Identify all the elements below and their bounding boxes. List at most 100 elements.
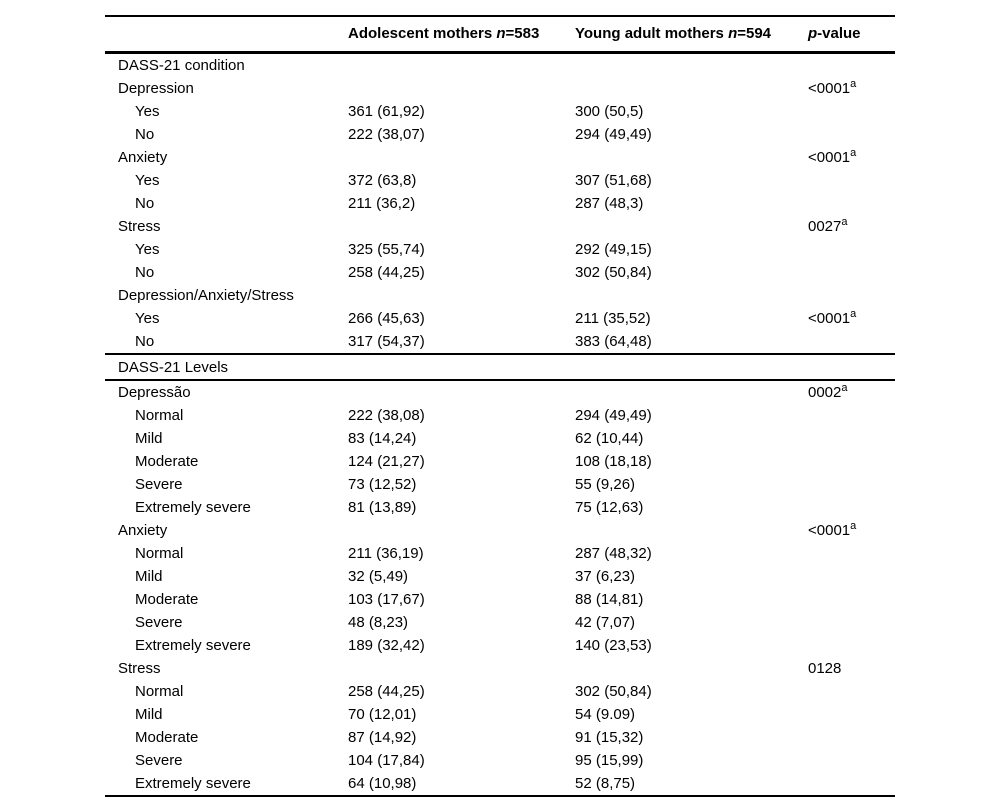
header-young-n-italic: n (728, 25, 738, 42)
table-row: Depressão 0002a (105, 380, 895, 404)
cell-p-value (808, 450, 895, 473)
cell-young-adult-mothers: 95 (15,99) (575, 752, 644, 769)
p-value-superscript: a (841, 216, 848, 228)
cell-adolescent-mothers: 222 (38,07) (348, 126, 425, 143)
cell-young-adult-mothers: 91 (15,32) (575, 729, 644, 746)
cell-young-adult-mothers: 75 (12,63) (575, 499, 644, 516)
table-row: DASS-21 Levels (105, 354, 895, 380)
cell-young-adult-mothers: 211 (35,52) (575, 310, 651, 327)
cell-young-adult-mothers (575, 657, 808, 680)
category-label: Stress (118, 218, 161, 235)
header-adolescent-n-italic: n (496, 25, 506, 42)
cell-p-value (808, 169, 895, 192)
dass21-comparison-table: Adolescent mothers n=583 Young adult mot… (105, 15, 895, 797)
cell-young-adult-mothers: 108 (18,18) (575, 453, 652, 470)
cell-adolescent-mothers: 87 (14,92) (348, 729, 417, 746)
table-row: Yes 372 (63,8) 307 (51,68) (105, 169, 895, 192)
table-row: Depression <0001a (105, 77, 895, 100)
cell-p-value: 0002a (808, 380, 895, 404)
cell-adolescent-mothers: 189 (32,42) (348, 637, 425, 654)
cell-adolescent-mothers: 258 (44,25) (348, 264, 425, 281)
cell-p-value (808, 634, 895, 657)
header-young-adult-mothers: Young adult mothers n=594 (575, 16, 808, 53)
cell-p-value: <0001a (808, 146, 895, 169)
table-row: No 317 (54,37) 383 (64,48) (105, 330, 895, 354)
table-row: Stress 0128 (105, 657, 895, 680)
cell-adolescent-mothers: 372 (63,8) (348, 172, 417, 189)
cell-young-adult-mothers: 55 (9,26) (575, 476, 636, 493)
table-row: No 222 (38,07) 294 (49,49) (105, 123, 895, 146)
row-label: Moderate (135, 453, 199, 470)
cell-adolescent-mothers: 361 (61,92) (348, 103, 425, 120)
cell-p-value (808, 565, 895, 588)
cell-p-value: <0001a (808, 77, 895, 100)
cell-adolescent-mothers: 32 (5,49) (348, 568, 409, 585)
cell-p-value (808, 123, 895, 146)
table-row: Yes 266 (45,63) 211 (35,52) <0001a (105, 307, 895, 330)
header-p-value: p-value (808, 16, 895, 53)
cell-p-value (808, 330, 895, 354)
p-value-text: 0027 (808, 218, 842, 235)
table-row: No 211 (36,2) 287 (48,3) (105, 192, 895, 215)
table-row: DASS-21 condition (105, 53, 895, 78)
cell-young-adult-mothers: 287 (48,32) (575, 545, 652, 562)
table-row: Severe 73 (12,52) 55 (9,26) (105, 473, 895, 496)
cell-adolescent-mothers: 211 (36,2) (348, 195, 416, 212)
row-label: Yes (135, 103, 160, 120)
cell-p-value: <0001a (808, 307, 895, 330)
cell-p-value (808, 703, 895, 726)
cell-young-adult-mothers (575, 284, 808, 307)
cell-adolescent-mothers: 266 (45,63) (348, 310, 425, 327)
cell-young-adult-mothers: 37 (6,23) (575, 568, 636, 585)
cell-young-adult-mothers: 287 (48,3) (575, 195, 644, 212)
table-row: Severe 104 (17,84) 95 (15,99) (105, 749, 895, 772)
cell-adolescent-mothers: 317 (54,37) (348, 333, 425, 350)
row-label: No (135, 126, 155, 143)
cell-adolescent-mothers: 104 (17,84) (348, 752, 425, 769)
cell-p-value (808, 284, 895, 307)
table-row: No 258 (44,25) 302 (50,84) (105, 261, 895, 284)
p-value-superscript: a (850, 308, 857, 320)
row-label: Extremely severe (135, 637, 251, 654)
header-p-value-rest: -value (817, 25, 861, 42)
row-label: Mild (135, 706, 163, 723)
cell-young-adult-mothers: 54 (9.09) (575, 706, 636, 723)
row-label: Yes (135, 241, 160, 258)
section-label: DASS-21 Levels (118, 358, 229, 376)
cell-adolescent-mothers (348, 380, 575, 404)
cell-young-adult-mothers: 302 (50,84) (575, 264, 652, 281)
cell-adolescent-mothers: 325 (55,74) (348, 241, 425, 258)
cell-p-value (808, 473, 895, 496)
row-label: Mild (135, 430, 163, 447)
cell-young-adult-mothers: 88 (14,81) (575, 591, 644, 608)
row-label: Yes (135, 310, 160, 327)
table-row: Normal 211 (36,19) 287 (48,32) (105, 542, 895, 565)
cell-p-value (808, 100, 895, 123)
table-row: Yes 361 (61,92) 300 (50,5) (105, 100, 895, 123)
table-row: Severe 48 (8,23) 42 (7,07) (105, 611, 895, 634)
cell-p-value (808, 542, 895, 565)
row-label: Mild (135, 568, 163, 585)
section-label: DASS-21 condition (118, 57, 245, 74)
header-adolescent-count: =583 (505, 25, 540, 42)
p-value-superscript: a (850, 520, 857, 532)
cell-adolescent-mothers: 81 (13,89) (348, 499, 417, 516)
cell-young-adult-mothers (575, 77, 808, 100)
cell-p-value (808, 680, 895, 703)
table-row: Moderate 103 (17,67) 88 (14,81) (105, 588, 895, 611)
table-row: Mild 83 (14,24) 62 (10,44) (105, 427, 895, 450)
cell-young-adult-mothers: 292 (49,15) (575, 241, 652, 258)
table-row: Yes 325 (55,74) 292 (49,15) (105, 238, 895, 261)
table-row: Depression/Anxiety/Stress (105, 284, 895, 307)
cell-adolescent-mothers (348, 284, 575, 307)
cell-adolescent-mothers: 103 (17,67) (348, 591, 425, 608)
row-label: Extremely severe (135, 499, 251, 516)
table-row: Anxiety <0001a (105, 146, 895, 169)
cell-adolescent-mothers: 48 (8,23) (348, 614, 409, 631)
table-row: Moderate 124 (21,27) 108 (18,18) (105, 450, 895, 473)
cell-adolescent-mothers (348, 77, 575, 100)
row-label: No (135, 333, 155, 350)
header-adolescent-text: Adolescent mothers (348, 25, 497, 42)
table-row: Extremely severe 189 (32,42) 140 (23,53) (105, 634, 895, 657)
category-label: Stress (118, 660, 161, 677)
